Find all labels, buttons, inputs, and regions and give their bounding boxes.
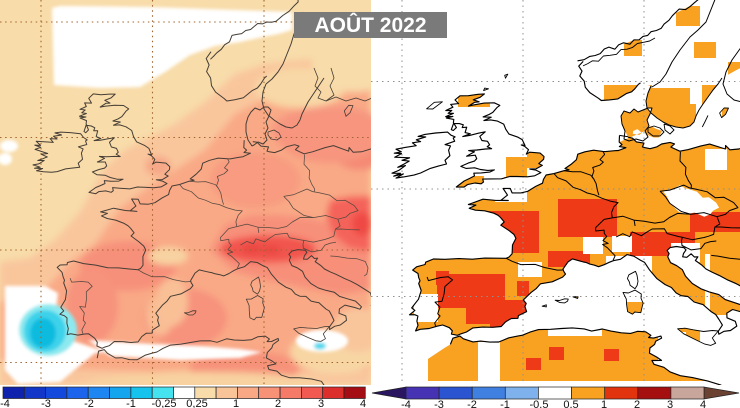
svg-text:1: 1 xyxy=(233,398,239,408)
svg-text:4: 4 xyxy=(700,399,706,408)
svg-text:4: 4 xyxy=(360,398,366,408)
svg-text:0.5: 0.5 xyxy=(563,399,578,408)
svg-text:1: 1 xyxy=(601,399,607,408)
svg-text:3: 3 xyxy=(318,398,324,408)
svg-text:2: 2 xyxy=(275,398,281,408)
svg-text:-4: -4 xyxy=(0,398,10,408)
svg-text:-1: -1 xyxy=(126,398,136,408)
svg-text:0,25: 0,25 xyxy=(186,398,207,408)
svg-text:-3: -3 xyxy=(434,399,444,408)
svg-text:-0,25: -0,25 xyxy=(151,398,176,408)
svg-text:-4: -4 xyxy=(401,399,411,408)
svg-text:-3: -3 xyxy=(41,398,51,408)
svg-text:-2: -2 xyxy=(467,399,477,408)
svg-text:-0.5: -0.5 xyxy=(530,399,549,408)
svg-text:-2: -2 xyxy=(84,398,94,408)
svg-text:AOÛT 2022: AOÛT 2022 xyxy=(314,13,426,37)
svg-text:-1: -1 xyxy=(500,399,510,408)
svg-text:2: 2 xyxy=(634,399,640,408)
svg-text:3: 3 xyxy=(667,399,673,408)
